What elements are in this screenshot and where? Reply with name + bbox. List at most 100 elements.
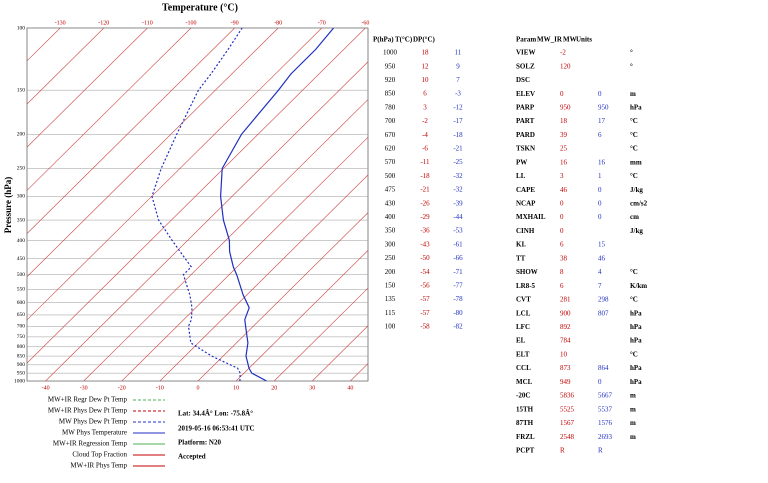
cell-dewpoint: -39 xyxy=(453,199,463,207)
param-mw: 1576 xyxy=(598,419,613,427)
cell-pressure: 115 xyxy=(385,309,396,317)
cell-dewpoint: -71 xyxy=(453,268,463,276)
param-name: 15TH xyxy=(516,405,534,413)
param-mw-ir: 38 xyxy=(560,254,568,262)
table-header: MW xyxy=(563,36,577,44)
param-name: NCAP xyxy=(516,200,536,208)
cell-pressure: 300 xyxy=(385,240,396,248)
cell-dewpoint: -44 xyxy=(453,213,463,221)
param-units: °C xyxy=(630,145,638,153)
x-tick-label: 0 xyxy=(197,385,200,391)
cell-temperature: 6 xyxy=(423,90,427,98)
legend-label: MW+IR Phys Dew Pt Temp xyxy=(48,407,128,415)
x2-tick-label: -130 xyxy=(55,20,66,26)
cell-pressure: 135 xyxy=(385,295,396,303)
x-tick-label: 10 xyxy=(233,385,239,391)
cell-dewpoint: -32 xyxy=(453,172,463,180)
x2-tick-label: -70 xyxy=(318,20,326,26)
param-mw-ir: 10 xyxy=(560,350,568,358)
cell-temperature: -57 xyxy=(420,309,430,317)
param-units: hPa xyxy=(630,337,642,345)
isotherm xyxy=(45,61,368,381)
cell-pressure: 700 xyxy=(385,117,396,125)
x-tick-label: -20 xyxy=(118,385,126,391)
isotherm xyxy=(235,249,368,381)
param-units: °C xyxy=(630,131,638,139)
param-units: mm xyxy=(630,158,642,166)
param-name: 87TH xyxy=(516,419,534,427)
param-mw: 864 xyxy=(598,364,609,372)
param-units: °C xyxy=(630,117,638,125)
cell-temperature: 3 xyxy=(423,103,427,111)
param-mw-ir: 0 xyxy=(560,200,564,208)
cell-dewpoint: -21 xyxy=(453,145,463,153)
pressure-tick-label: 1000 xyxy=(14,378,25,384)
cell-pressure: 250 xyxy=(385,254,396,262)
cell-temperature: -36 xyxy=(420,227,430,235)
pressure-tick-label: 500 xyxy=(17,272,26,278)
plot-title: Temperature (°C) xyxy=(162,2,238,13)
cell-pressure: 1000 xyxy=(383,49,398,57)
x-tick-label: -30 xyxy=(80,385,88,391)
isotherm xyxy=(273,287,368,381)
cell-pressure: 430 xyxy=(385,199,396,207)
pressure-tick-label: 250 xyxy=(17,166,26,172)
cell-dewpoint: -77 xyxy=(453,282,463,290)
param-units: hPa xyxy=(630,103,642,111)
cell-temperature: -2 xyxy=(422,117,428,125)
cell-dewpoint: -12 xyxy=(453,103,463,111)
pressure-tick-label: 300 xyxy=(17,194,26,200)
cell-dewpoint: -61 xyxy=(453,240,463,248)
y-axis-label: Pressure (hPa) xyxy=(3,177,13,233)
cell-temperature: -21 xyxy=(420,186,430,194)
param-mw-ir: 16 xyxy=(560,158,568,166)
param-mw: 15 xyxy=(598,241,606,249)
param-units: hPa xyxy=(630,378,642,386)
x-tick-label: -40 xyxy=(42,385,50,391)
cell-pressure: 500 xyxy=(385,172,396,180)
table-header: Units xyxy=(576,36,592,44)
plot-frame xyxy=(26,27,369,382)
param-units: hPa xyxy=(630,364,642,372)
cell-temperature: -58 xyxy=(420,323,430,331)
param-mw-ir: 0 xyxy=(560,227,564,235)
param-name: LR8-5 xyxy=(516,282,536,290)
info-time: 2019-05-16 06:53:41 UTC xyxy=(178,425,255,433)
param-mw: 16 xyxy=(598,158,606,166)
param-units: hPa xyxy=(630,309,642,317)
isotherm xyxy=(159,174,368,381)
cell-pressure: 350 xyxy=(385,227,396,235)
cell-pressure: 920 xyxy=(385,76,396,84)
param-name: MXHAIL xyxy=(516,213,546,221)
cell-temperature: -43 xyxy=(420,240,430,248)
cell-temperature: -4 xyxy=(422,131,428,139)
grid xyxy=(27,28,368,381)
param-name: KI. xyxy=(516,241,526,249)
param-mw-ir: 25 xyxy=(560,145,568,153)
isotherm xyxy=(27,28,105,105)
cell-pressure: 475 xyxy=(385,186,396,194)
param-units: m xyxy=(630,419,636,427)
param-mw-ir: 949 xyxy=(560,378,571,386)
legend-label: MW+IR Regr Dew Pt Temp xyxy=(48,396,128,404)
cell-pressure: 670 xyxy=(385,131,396,139)
isotherm xyxy=(27,28,148,148)
param-mw: 2693 xyxy=(598,433,613,441)
param-mw-ir: 784 xyxy=(560,337,571,345)
param-mw-ir: 950 xyxy=(560,103,571,111)
pressure-tick-label: 400 xyxy=(17,238,26,244)
cell-dewpoint: -25 xyxy=(453,158,463,166)
param-mw: 0 xyxy=(598,200,602,208)
param-mw: 4 xyxy=(598,268,602,276)
cell-dewpoint: -32 xyxy=(453,186,463,194)
x2-tick-label: -110 xyxy=(142,20,153,26)
param-name: EL xyxy=(516,337,526,345)
param-name: PARP xyxy=(516,103,535,111)
cell-pressure: 100 xyxy=(385,323,396,331)
pressure-tick-label: 450 xyxy=(17,256,26,262)
param-units: m xyxy=(630,433,636,441)
cell-dewpoint: 9 xyxy=(456,62,460,70)
x2-tick-label: -90 xyxy=(231,20,239,26)
cell-dewpoint: -53 xyxy=(453,227,463,235)
param-mw-ir: 900 xyxy=(560,309,571,317)
